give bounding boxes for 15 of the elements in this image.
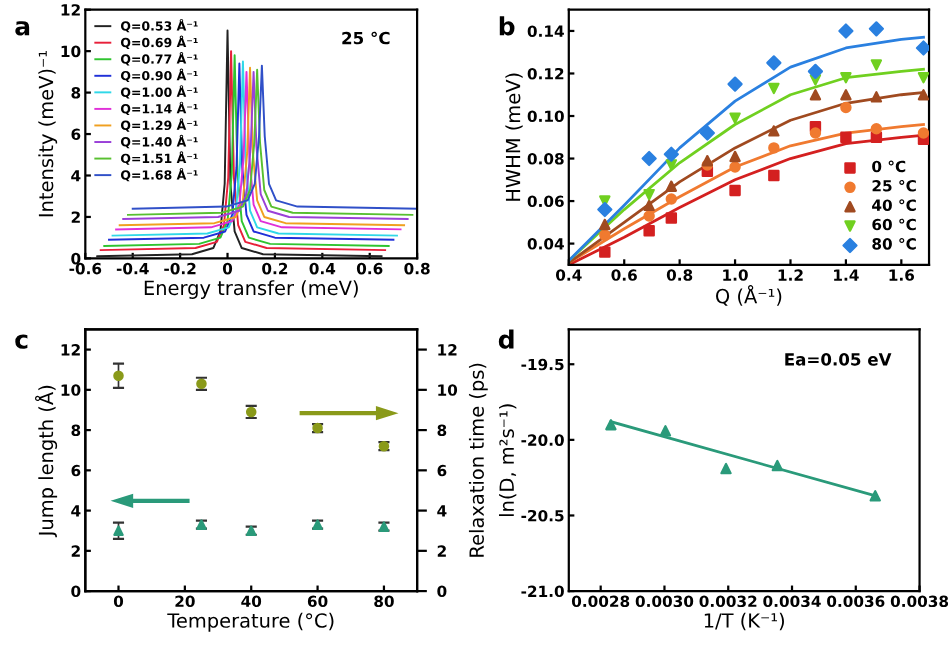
chart-title: a [15,21,30,36]
chart-title: d [498,329,514,349]
y-axis-title: HWHM (meV) [505,73,523,201]
y2-axis-title: Relaxation time (ps) [468,363,488,557]
annotation: Ea=0.05 eV [785,353,892,366]
x-axis-title: 1/T (K⁻¹) [704,612,784,631]
x-axis-title: Temperature (°C) [167,612,334,632]
y-axis-title: ln(D, m²s⁻¹) [499,404,517,517]
annotation: 25 °C [342,31,390,45]
y-axis-title: Jump length (Å) [35,385,58,538]
chart-title: b [499,16,515,36]
x-axis-title: Q (Å⁻¹) [716,285,782,306]
chart-title: c [15,334,28,349]
y-axis-title: Intensity (meV)⁻¹ [38,50,58,217]
x-axis-title: Energy transfer (meV) [144,280,358,299]
